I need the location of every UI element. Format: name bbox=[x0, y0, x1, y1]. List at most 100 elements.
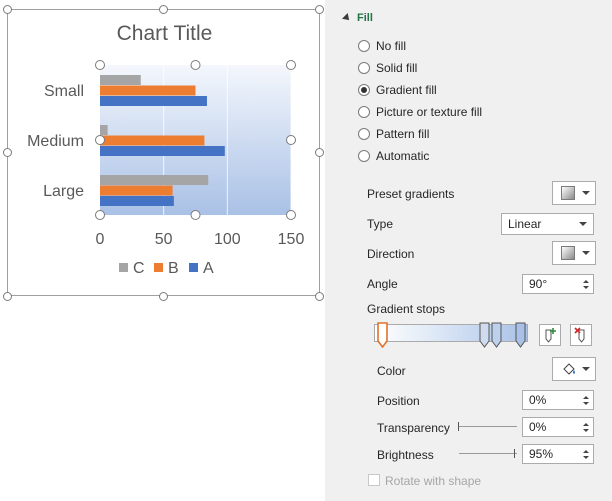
brightness-slider[interactable] bbox=[459, 453, 517, 454]
gradient-stops-label: Gradient stops bbox=[367, 302, 446, 316]
brightness-spinner[interactable]: 95% bbox=[522, 444, 594, 464]
plot-area-resize-handle[interactable] bbox=[286, 210, 296, 220]
type-select-value: Linear bbox=[508, 217, 542, 231]
gradient-stop-handle[interactable] bbox=[491, 322, 502, 348]
x-tick-label: 100 bbox=[214, 231, 241, 248]
spinner-arrows-icon[interactable] bbox=[583, 422, 589, 432]
rotate-with-shape-label: Rotate with shape bbox=[385, 474, 482, 488]
plot-area-resize-handle[interactable] bbox=[286, 135, 296, 145]
radio-gradient-fill[interactable]: Gradient fill bbox=[358, 82, 437, 98]
legend-swatch-B bbox=[154, 263, 163, 272]
plot-area-resize-handle[interactable] bbox=[95, 210, 105, 220]
gradient-stops-bar[interactable] bbox=[374, 324, 528, 342]
spinner-arrows-icon[interactable] bbox=[583, 449, 589, 459]
gradient-stop-handle[interactable] bbox=[515, 322, 526, 348]
color-picker-dropdown[interactable] bbox=[552, 357, 596, 381]
radio-label: No fill bbox=[376, 39, 407, 53]
radio-picture-fill[interactable]: Picture or texture fill bbox=[358, 104, 482, 120]
radio-button[interactable] bbox=[358, 128, 370, 140]
chart-resize-handle[interactable] bbox=[315, 292, 324, 301]
format-pane: Fill No fill Solid fill Gradient fill Pi… bbox=[325, 0, 612, 501]
dropdown-arrow-icon bbox=[582, 251, 590, 255]
bar-A-small bbox=[100, 96, 207, 106]
gradient-stop-handle[interactable] bbox=[479, 322, 490, 348]
plot-area-resize-handle[interactable] bbox=[286, 60, 296, 70]
x-tick-label: 50 bbox=[155, 231, 173, 248]
legend-label: C bbox=[133, 260, 145, 277]
position-value: 0% bbox=[529, 393, 547, 407]
transparency-slider[interactable] bbox=[459, 426, 517, 427]
direction-label: Direction bbox=[367, 247, 415, 261]
category-label: Small bbox=[44, 83, 84, 100]
fill-section-title: Fill bbox=[357, 12, 373, 24]
legend-label: B bbox=[168, 260, 179, 277]
plot-area-resize-handle[interactable] bbox=[95, 60, 105, 70]
rotate-with-shape-checkbox[interactable] bbox=[368, 474, 380, 486]
bar-B-medium bbox=[100, 135, 205, 146]
preset-gradients-dropdown[interactable] bbox=[552, 181, 596, 205]
chart-resize-handle[interactable] bbox=[315, 5, 324, 14]
legend-label: A bbox=[203, 260, 214, 277]
x-tick-label: 0 bbox=[96, 231, 105, 248]
chart-resize-handle[interactable] bbox=[315, 148, 324, 157]
plot-area-resize-handle[interactable] bbox=[190, 210, 201, 220]
add-gradient-stop-icon bbox=[545, 328, 556, 343]
x-tick-label: 150 bbox=[278, 231, 305, 248]
radio-label: Pattern fill bbox=[376, 127, 430, 141]
add-gradient-stop-button[interactable] bbox=[539, 324, 561, 346]
transparency-spinner[interactable]: 0% bbox=[522, 417, 594, 437]
transparency-value: 0% bbox=[529, 420, 547, 434]
brightness-label: Brightness bbox=[377, 448, 434, 462]
preset-gradients-label: Preset gradients bbox=[367, 187, 455, 201]
chart-area[interactable]: Chart Title Small Medium Large 0 50 100 150 C B A bbox=[7, 9, 320, 296]
radio-button[interactable] bbox=[358, 106, 370, 118]
radio-button[interactable] bbox=[358, 84, 370, 96]
angle-value: 90° bbox=[529, 277, 548, 291]
bar-C-small bbox=[100, 75, 141, 85]
gradient-direction-icon bbox=[561, 246, 575, 260]
collapse-caret-icon[interactable] bbox=[342, 13, 352, 23]
remove-gradient-stop-button[interactable] bbox=[570, 324, 592, 346]
plot-area-resize-handle[interactable] bbox=[190, 60, 201, 70]
type-select[interactable]: Linear bbox=[501, 213, 594, 235]
type-label: Type bbox=[367, 217, 394, 231]
angle-label: Angle bbox=[367, 277, 398, 291]
radio-automatic[interactable]: Automatic bbox=[358, 148, 429, 164]
chart-resize-handle[interactable] bbox=[159, 5, 168, 14]
bar-A-large bbox=[100, 196, 174, 206]
chart-resize-handle[interactable] bbox=[3, 5, 12, 14]
radio-label: Picture or texture fill bbox=[376, 105, 483, 119]
spinner-arrows-icon[interactable] bbox=[583, 279, 589, 289]
plot-area-resize-handle[interactable] bbox=[95, 135, 105, 145]
radio-label: Gradient fill bbox=[376, 83, 437, 97]
radio-label: Automatic bbox=[376, 149, 430, 163]
chart-resize-handle[interactable] bbox=[3, 292, 12, 301]
radio-button[interactable] bbox=[358, 150, 370, 162]
bar-C-large bbox=[100, 175, 209, 185]
angle-spinner[interactable]: 90° bbox=[522, 274, 594, 294]
brightness-value: 95% bbox=[529, 447, 554, 461]
gradient-swatch-icon bbox=[561, 186, 575, 200]
radio-button[interactable] bbox=[358, 62, 370, 74]
chart-title[interactable]: Chart Title bbox=[116, 22, 213, 45]
brightness-slider-thumb[interactable] bbox=[514, 449, 515, 458]
dropdown-arrow-icon bbox=[582, 367, 590, 371]
radio-button[interactable] bbox=[358, 40, 370, 52]
chart-resize-handle[interactable] bbox=[159, 292, 168, 301]
radio-label: Solid fill bbox=[376, 61, 418, 75]
direction-dropdown[interactable] bbox=[552, 241, 596, 265]
transparency-slider-thumb[interactable] bbox=[458, 422, 459, 431]
radio-pattern-fill[interactable]: Pattern fill bbox=[358, 126, 429, 142]
chart-resize-handle[interactable] bbox=[3, 148, 12, 157]
radio-no-fill[interactable]: No fill bbox=[358, 38, 406, 54]
gradient-stop-handle[interactable] bbox=[377, 322, 388, 348]
radio-solid-fill[interactable]: Solid fill bbox=[358, 60, 417, 76]
category-label: Medium bbox=[27, 133, 84, 150]
spinner-arrows-icon[interactable] bbox=[583, 395, 589, 405]
fill-section-header[interactable]: Fill bbox=[342, 10, 373, 26]
category-label: Large bbox=[43, 183, 84, 200]
bar-A-medium bbox=[100, 146, 225, 156]
position-spinner[interactable]: 0% bbox=[522, 390, 594, 410]
remove-gradient-stop-icon bbox=[574, 327, 585, 343]
legend-swatch-A bbox=[189, 263, 198, 272]
